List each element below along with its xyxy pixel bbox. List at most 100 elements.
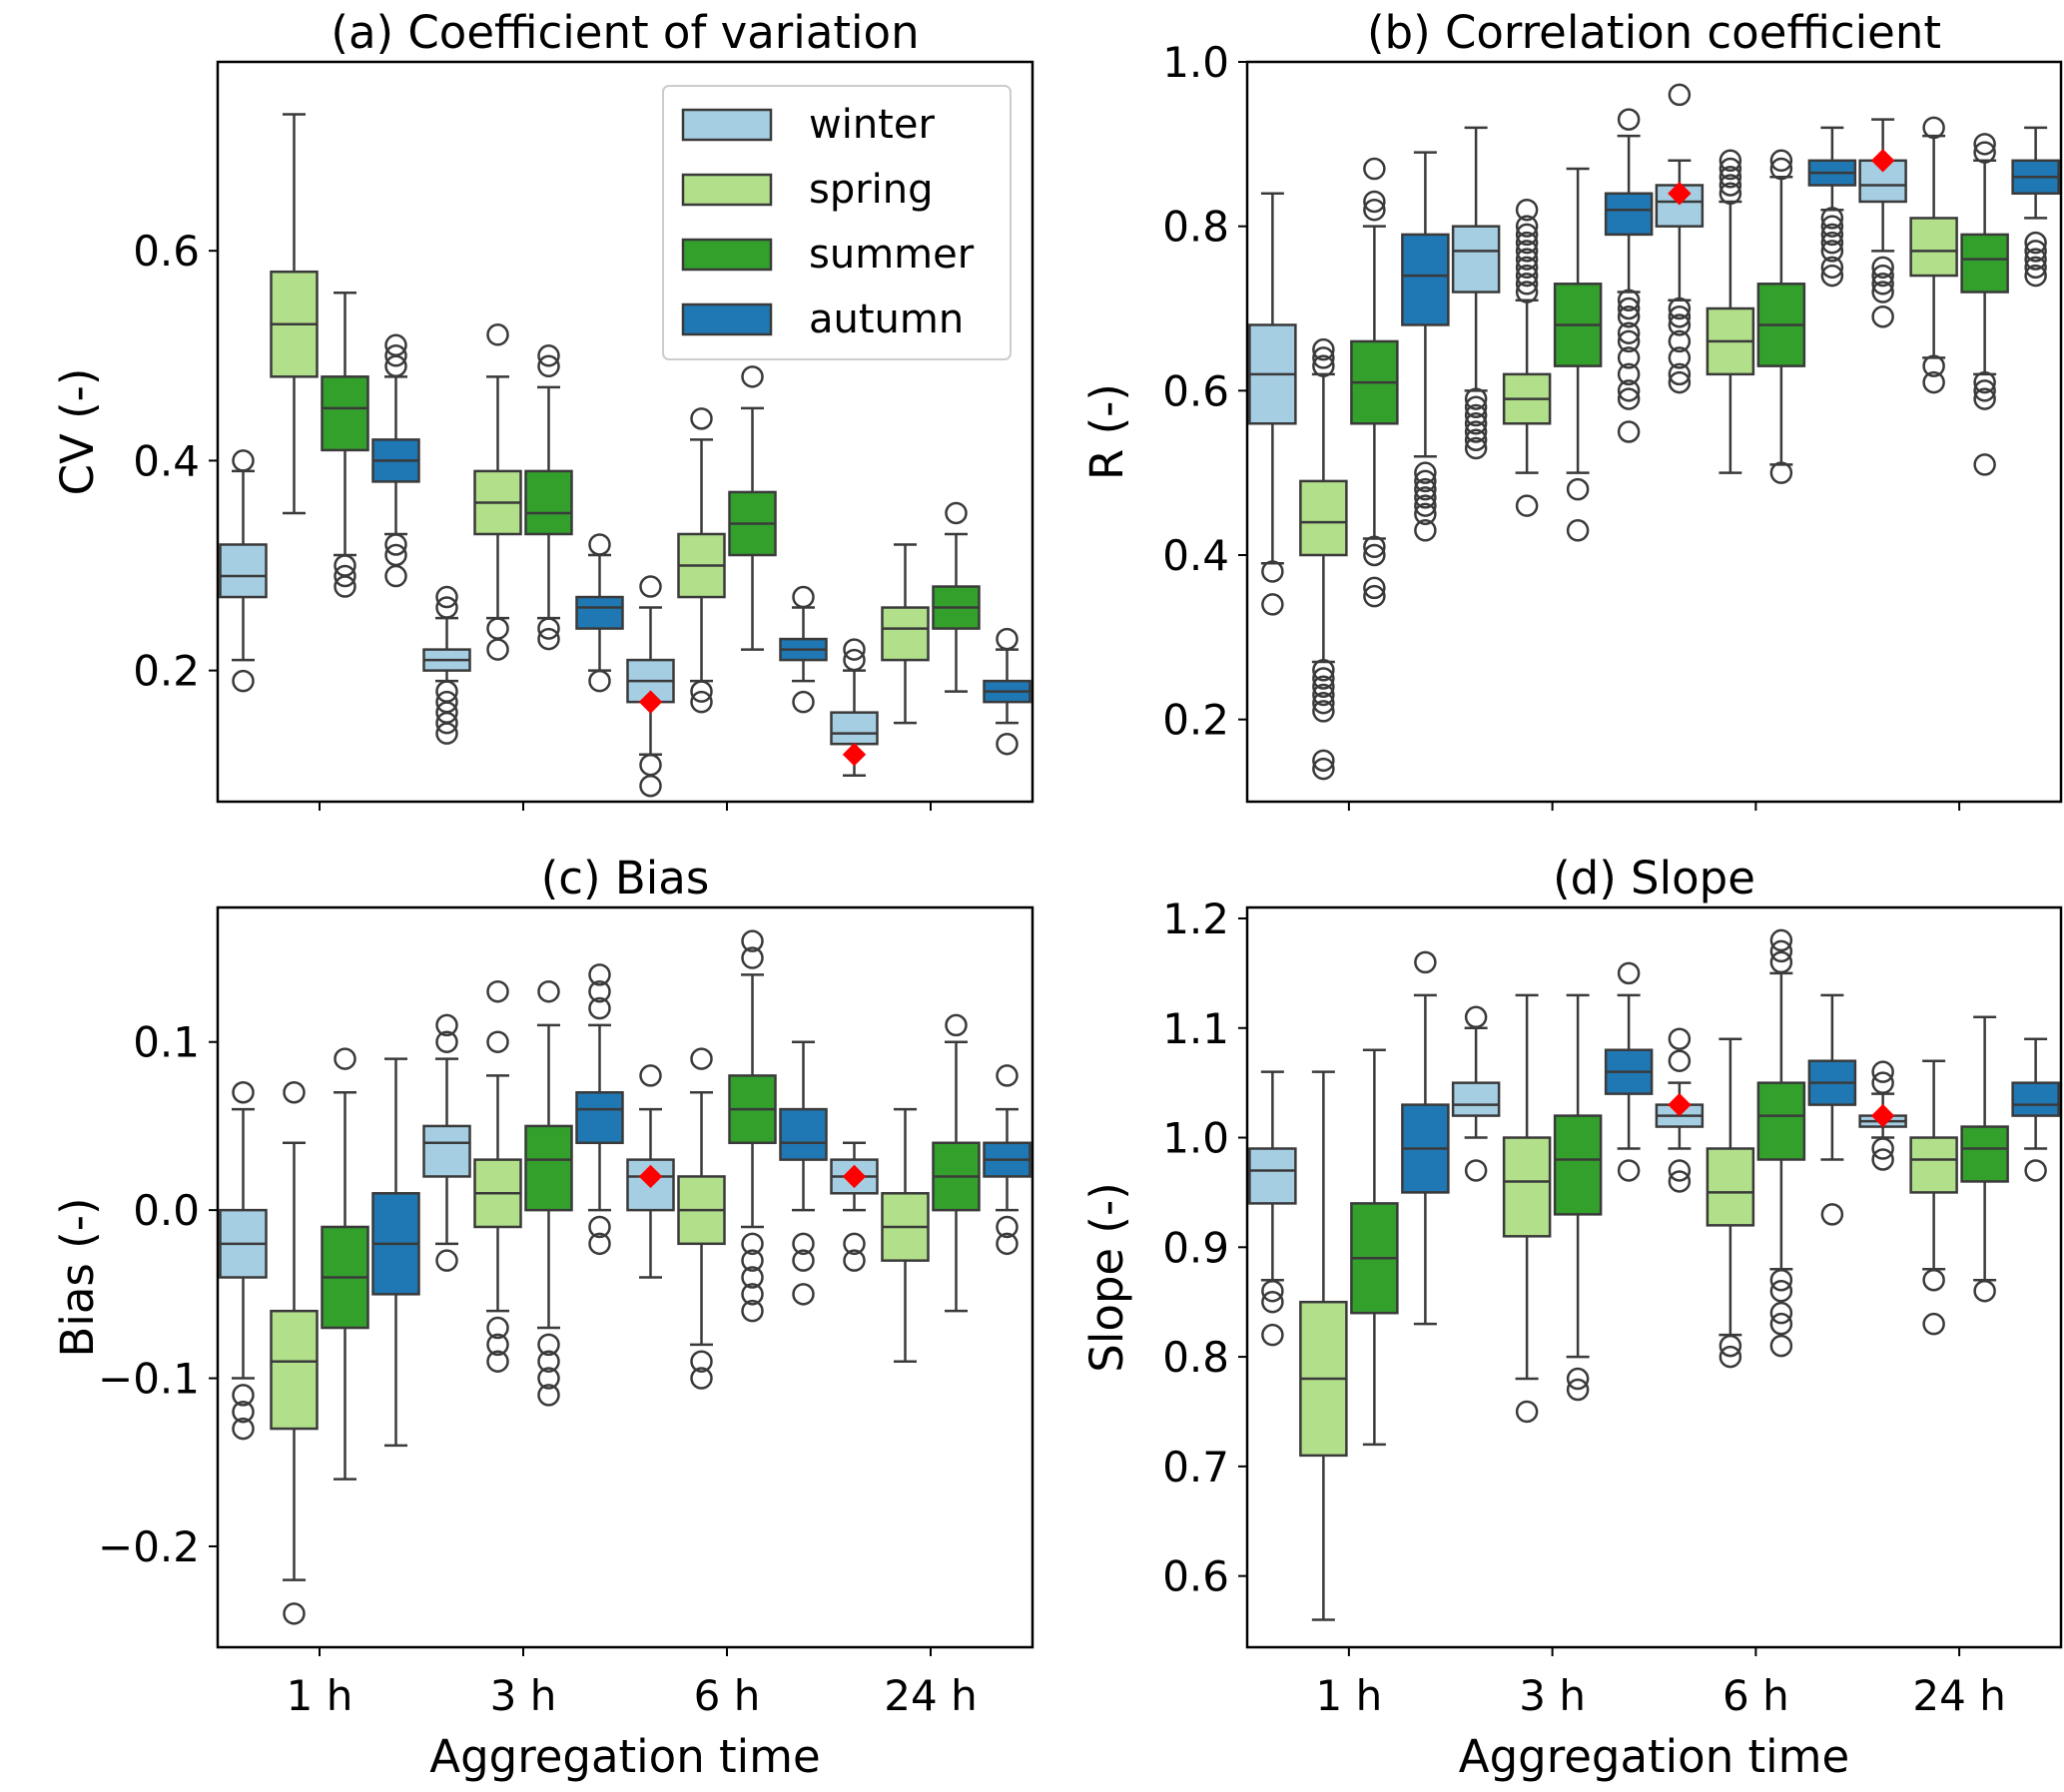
panel-d-slope: (d) Slope 0.6 0.7 0.8 0.9 1.0 1.1 1.2 Slope (-) 1… bbox=[1080, 852, 2063, 1783]
outlier-point bbox=[1414, 502, 1437, 526]
outlier-point bbox=[283, 1602, 306, 1625]
outlier-point bbox=[1464, 436, 1488, 460]
outlier-point bbox=[690, 680, 713, 703]
outlier-point bbox=[690, 690, 713, 714]
y-tick-label: 0.4 bbox=[1162, 531, 1229, 580]
outlier-point bbox=[1769, 1312, 1793, 1336]
outlier-point bbox=[1363, 576, 1386, 600]
outlier-point bbox=[741, 1232, 764, 1256]
outlier-point bbox=[1515, 1400, 1539, 1424]
outlier-point bbox=[1515, 215, 1539, 238]
y-tick-label: 0.6 bbox=[1162, 366, 1229, 415]
outlier-point bbox=[1312, 683, 1335, 707]
outlier-point bbox=[1414, 469, 1437, 493]
y-tick-label: 0.1 bbox=[133, 1018, 200, 1067]
y-tick-label: 0.2 bbox=[133, 647, 200, 696]
outlier-point bbox=[1871, 256, 1894, 280]
outlier-point bbox=[1515, 223, 1539, 247]
outlier-point bbox=[2024, 231, 2047, 255]
outlier-point bbox=[1515, 264, 1539, 288]
outlier-point bbox=[1820, 207, 1844, 230]
outlier-point bbox=[843, 1249, 866, 1272]
box-winter bbox=[1248, 192, 1297, 616]
outlier-point bbox=[1515, 494, 1539, 517]
outlier-point bbox=[1464, 395, 1488, 419]
outlier-point bbox=[1515, 240, 1539, 263]
box-body bbox=[1909, 1136, 1958, 1194]
outlier-point bbox=[1871, 1148, 1894, 1171]
y-axis-label: CV (-) bbox=[51, 368, 104, 496]
outlier-point bbox=[1617, 379, 1641, 402]
outlier-point bbox=[1719, 1345, 1742, 1369]
outlier-point bbox=[1617, 362, 1641, 386]
box-body bbox=[1756, 1081, 1806, 1161]
outlier-point bbox=[1617, 289, 1641, 312]
outlier-point bbox=[486, 1030, 509, 1053]
box-summer bbox=[524, 344, 573, 651]
outlier-point bbox=[1719, 149, 1742, 173]
box-winter bbox=[1451, 126, 1501, 460]
outlier-point bbox=[486, 1350, 509, 1373]
outlier-point bbox=[741, 946, 764, 969]
box-spring bbox=[881, 543, 930, 725]
outlier-point bbox=[384, 533, 407, 556]
x-tick-label: 3 h bbox=[490, 1671, 557, 1720]
box-body bbox=[1451, 225, 1501, 294]
axes-frame bbox=[1245, 905, 2063, 1649]
outlier-point bbox=[1464, 1005, 1488, 1029]
outlier-point bbox=[1414, 494, 1437, 517]
x-axis-label: Aggregation time bbox=[429, 1730, 820, 1783]
outlier-point bbox=[690, 1350, 713, 1373]
outlier-point bbox=[1668, 83, 1692, 107]
outlier-point bbox=[1363, 157, 1386, 181]
outlier-point bbox=[537, 354, 560, 378]
y-tick-label: 0.8 bbox=[1162, 203, 1229, 252]
reference-marker bbox=[842, 742, 867, 767]
legend-label-autumn: autumn bbox=[809, 297, 964, 342]
outlier-point bbox=[334, 564, 356, 588]
box-body bbox=[1706, 1147, 1755, 1227]
outlier-point bbox=[1769, 950, 1793, 974]
outlier-point bbox=[1668, 370, 1692, 394]
box-autumn bbox=[371, 333, 420, 588]
box-body bbox=[1299, 479, 1348, 557]
box-summer bbox=[1553, 167, 1603, 542]
outlier-point bbox=[334, 554, 356, 577]
outlier-point bbox=[1515, 256, 1539, 280]
outlier-point bbox=[996, 1232, 1019, 1256]
box-winter bbox=[422, 1013, 471, 1272]
outlier-point bbox=[1464, 387, 1488, 410]
y-tick-label: 0.6 bbox=[133, 227, 200, 276]
panel-b-correlation-coefficient: (b) Correlation coefficient 0.2 0.4 0.6 0.8 1… bbox=[1080, 6, 2063, 811]
outlier-point bbox=[283, 1081, 306, 1104]
outlier-point bbox=[435, 1013, 458, 1037]
outlier-point bbox=[232, 1400, 255, 1424]
box-autumn bbox=[983, 1064, 1032, 1256]
outlier-point bbox=[1312, 749, 1335, 773]
outlier-point bbox=[996, 732, 1019, 756]
outlier-point bbox=[588, 669, 611, 693]
outlier-point bbox=[486, 979, 509, 1003]
outlier-point bbox=[690, 407, 713, 430]
chart-title: (c) Bias bbox=[541, 852, 710, 904]
box-summer bbox=[321, 1047, 369, 1481]
outlier-point bbox=[1719, 166, 1742, 189]
legend-swatch-spring bbox=[681, 173, 773, 207]
box-winter bbox=[1451, 1005, 1501, 1182]
axes-frame bbox=[216, 60, 1034, 804]
box-autumn bbox=[779, 1040, 828, 1306]
outlier-point bbox=[1973, 141, 1996, 164]
box-winter bbox=[830, 1141, 879, 1272]
outlier-point bbox=[1515, 281, 1539, 303]
reference-marker bbox=[1870, 1103, 1895, 1128]
outlier-point bbox=[1464, 420, 1488, 443]
outlier-point bbox=[1769, 157, 1793, 181]
box-spring bbox=[677, 407, 726, 714]
box-autumn bbox=[1604, 961, 1654, 1182]
outlier-point bbox=[1820, 256, 1844, 280]
outlier-point bbox=[1312, 346, 1335, 369]
y-tick-label: 0.2 bbox=[1162, 696, 1229, 745]
reference-marker bbox=[1668, 1092, 1692, 1117]
outlier-point bbox=[996, 1064, 1019, 1087]
